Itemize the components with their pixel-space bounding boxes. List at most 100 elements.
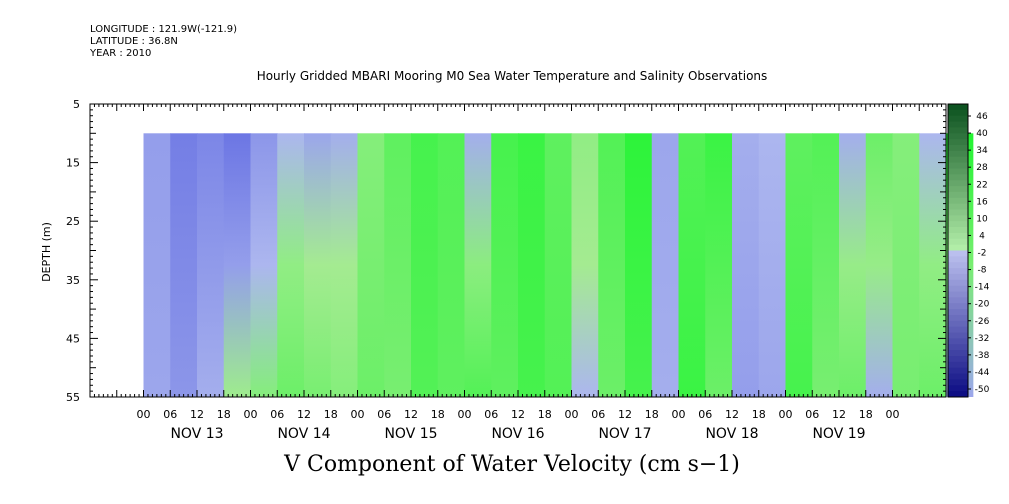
colorbar-segment — [948, 104, 968, 111]
colorbar-label: -20 — [975, 300, 990, 310]
colorbar-segment — [948, 115, 968, 123]
colorbar-segment — [948, 309, 968, 316]
heatmap-cell — [598, 133, 626, 398]
x-day-label: NOV 19 — [812, 426, 865, 442]
x-day-label: NOV 15 — [384, 426, 437, 442]
heatmap-cell — [384, 133, 412, 398]
x-hour-label: 06 — [805, 408, 819, 421]
heatmap-cell — [464, 133, 492, 398]
heatmap-cell — [892, 133, 920, 398]
x-hour-label: 12 — [618, 408, 632, 421]
colorbar-segment — [948, 314, 968, 322]
y-tick-label: 45 — [66, 332, 80, 345]
colorbar-segment — [948, 238, 968, 246]
colorbar-segment — [948, 127, 968, 134]
x-hour-label: 06 — [591, 408, 605, 421]
colorbar-segment — [948, 391, 968, 398]
heatmap-cell — [678, 133, 706, 398]
y-tick-label: 55 — [66, 391, 80, 404]
colorbar-segment — [948, 162, 968, 169]
heatmap-cell — [865, 133, 894, 398]
heatmap-cell — [277, 133, 305, 398]
heatmap-cell — [732, 133, 760, 398]
year-label: YEAR : 2010 — [90, 48, 152, 59]
heatmap-cell — [625, 133, 653, 398]
x-hour-label: 00 — [565, 408, 579, 421]
x-day-label: NOV 17 — [598, 426, 651, 442]
colorbar-segment — [948, 367, 968, 375]
colorbar-segment — [948, 385, 968, 392]
x-hour-label: 06 — [163, 408, 177, 421]
colorbar-segment — [948, 338, 968, 345]
x-axis-title: V Component of Water Velocity (cm s−1) — [284, 452, 740, 477]
heatmap-cell — [491, 133, 519, 398]
heatmap-cell — [839, 133, 867, 398]
colorbar-label: -50 — [975, 385, 990, 395]
longitude-label: LONGITUDE : 121.9W(-121.9) — [90, 24, 237, 35]
colorbar-segment — [948, 285, 968, 293]
heatmap-cell — [571, 133, 599, 398]
x-hour-label: 12 — [725, 408, 739, 421]
x-hour-label: 06 — [377, 408, 391, 421]
heatmap-cell — [437, 133, 466, 398]
y-tick-label: 25 — [66, 215, 80, 228]
x-hour-label: 18 — [217, 408, 231, 421]
colorbar-segment — [948, 133, 968, 140]
colorbar-segment — [948, 373, 968, 380]
colorbar-segment — [948, 279, 968, 287]
colorbar-segment — [948, 145, 968, 152]
colorbar-segment — [948, 273, 968, 281]
colorbar-border — [947, 103, 969, 398]
x-hour-label: 00 — [672, 408, 686, 421]
colorbar-segment — [948, 227, 968, 234]
colorbar-segment — [948, 350, 968, 357]
x-hour-label: 06 — [484, 408, 498, 421]
heatmap-cell — [357, 133, 385, 398]
x-hour-label: 12 — [297, 408, 311, 421]
colorbar-segment — [948, 215, 968, 222]
colorbar-segment — [948, 297, 968, 304]
colorbar-label: -44 — [975, 368, 990, 378]
colorbar-segment — [948, 174, 968, 181]
colorbar-segment — [948, 320, 968, 328]
colorbar-segment — [948, 303, 968, 310]
colorbar-label: 16 — [976, 197, 988, 207]
colorbar-segment — [948, 221, 968, 228]
colorbar-segment — [948, 139, 968, 146]
y-tick-label: 15 — [66, 157, 80, 170]
heatmap-cell — [705, 133, 733, 398]
latitude-label: LATITUDE : 36.8N — [90, 36, 178, 47]
colorbar-label: -38 — [975, 351, 990, 361]
colorbar-segment — [948, 186, 968, 193]
heatmap-cell — [411, 133, 439, 398]
colorbar-segment — [948, 326, 968, 334]
colorbar-label: 40 — [976, 129, 988, 139]
colorbar-label: 10 — [976, 214, 988, 224]
colorbar-segment — [948, 197, 968, 205]
heatmap-cell — [143, 133, 171, 398]
colorbar-segment — [948, 291, 968, 298]
x-hour-label: 06 — [698, 408, 712, 421]
colorbar-segment — [948, 379, 968, 386]
colorbar-segment — [948, 244, 968, 251]
colorbar-segment — [948, 332, 968, 339]
y-axis-label: DEPTH (m) — [40, 222, 53, 282]
colorbar-label: -2 — [978, 249, 987, 259]
x-hour-label: 18 — [752, 408, 766, 421]
x-day-label: NOV 14 — [277, 426, 330, 442]
x-day-label: NOV 16 — [491, 426, 544, 442]
colorbar-segment — [948, 355, 968, 363]
x-axis: 00 06 12 18 00 06 12 18 00 06 12 18 00 06 12 18 00 06 12 18… — [89, 104, 947, 442]
colorbar-segment — [948, 361, 968, 369]
colorbar-label: 34 — [976, 146, 988, 156]
heatmap-data-layer — [143, 133, 974, 398]
y-axis: 5 15 25 35 45 55 — [66, 98, 946, 404]
colorbar-label: -14 — [975, 283, 990, 293]
colorbar-segment — [948, 168, 968, 175]
x-hour-label: 12 — [832, 408, 846, 421]
x-day-label: NOV 13 — [170, 426, 223, 442]
x-hour-label: 12 — [511, 408, 525, 421]
heatmap-cell — [304, 133, 332, 398]
colorbar-label: 22 — [976, 180, 987, 190]
colorbar-segment — [948, 256, 968, 263]
